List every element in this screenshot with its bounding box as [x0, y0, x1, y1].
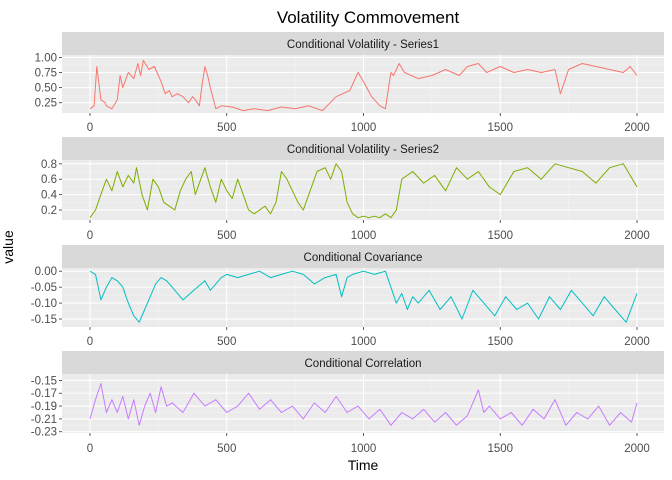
y-tick-label: 0.4 [41, 190, 58, 202]
y-tick-label: -0.15 [31, 314, 57, 326]
facet-strip [62, 32, 664, 55]
y-tick-label: 0.2 [41, 205, 57, 217]
facet-panel: Conditional Volatility - Series1 0.25 0.50… [35, 32, 664, 134]
x-tick-label: 1000 [351, 336, 377, 348]
y-tick-label: 0.75 [35, 68, 57, 80]
y-tick-label: -0.23 [31, 427, 57, 439]
series-line [89, 163, 638, 219]
y-tick-label: -0.19 [31, 401, 57, 413]
x-tick-label: 1000 [351, 122, 377, 134]
y-axis-title: value [0, 230, 16, 264]
x-tick-label: 1500 [487, 336, 513, 348]
facet-strip-label: Conditional Volatility - Series2 [287, 144, 439, 156]
x-tick-label: 2000 [624, 230, 650, 242]
y-tick-label: -0.05 [31, 282, 57, 294]
x-tick-label: 0 [87, 122, 93, 134]
series-line [89, 383, 638, 426]
x-tick-label: 2000 [624, 443, 650, 455]
facet-strip-label: Conditional Volatility - Series1 [287, 39, 439, 51]
x-tick-label: 2000 [624, 122, 650, 134]
x-tick-label: 0 [87, 230, 93, 242]
facet-panels: Conditional Volatility - Series1 0.25 0.50… [31, 32, 664, 455]
x-tick-label: 1000 [351, 230, 377, 242]
y-tick-label: -0.21 [31, 414, 57, 426]
y-tick-label: 0.25 [35, 98, 57, 110]
y-tick-label: 0.6 [41, 174, 57, 186]
facet-strip-label: Conditional Correlation [305, 358, 422, 370]
x-tick-label: 500 [217, 443, 236, 455]
facet-panel: Conditional Volatility - Series2 0.2 0.4 0.… [41, 137, 664, 242]
y-tick-label: -0.15 [31, 375, 57, 387]
x-tick-label: 2000 [624, 336, 650, 348]
x-tick-label: 0 [87, 443, 93, 455]
y-tick-label: 1.00 [35, 52, 57, 64]
chart-title: Volatility Commovement [277, 8, 460, 27]
x-axis-title: Time [348, 457, 379, 473]
y-tick-label: 0.50 [35, 83, 57, 95]
facet-strip [62, 137, 664, 160]
y-tick-label: -0.17 [31, 388, 57, 400]
facet-strip-label: Conditional Covariance [304, 252, 423, 264]
series-line [89, 59, 638, 112]
x-tick-label: 1500 [487, 230, 513, 242]
y-tick-label: 0.8 [41, 159, 57, 171]
x-tick-label: 500 [217, 230, 236, 242]
x-tick-label: 1500 [487, 122, 513, 134]
series-line [89, 270, 638, 323]
facet-panel: Conditional Correlation-0.15-0.17-0.19-0… [31, 351, 664, 455]
facet-panel: Conditional Covariance 0.00 -0.05 -0.10 -0.1… [31, 245, 664, 348]
facet-strip [62, 245, 664, 268]
y-tick-label: 0.00 [35, 266, 57, 278]
x-tick-label: 1500 [487, 443, 513, 455]
y-tick-label: -0.10 [31, 298, 57, 310]
x-tick-label: 0 [87, 336, 93, 348]
facet-strip [62, 351, 664, 374]
x-tick-label: 500 [217, 336, 236, 348]
x-tick-label: 500 [217, 122, 236, 134]
x-tick-label: 1000 [351, 443, 377, 455]
